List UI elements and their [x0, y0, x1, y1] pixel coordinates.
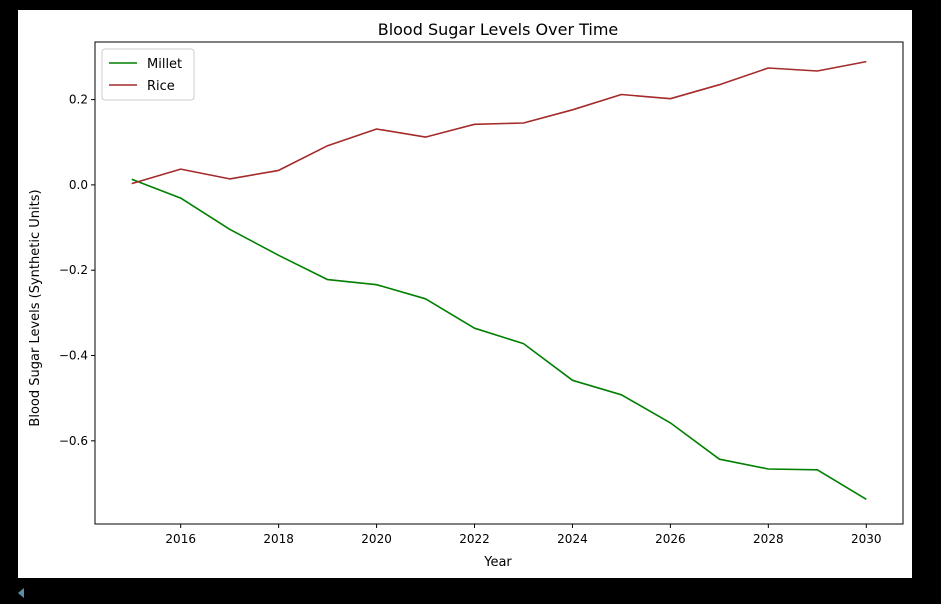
x-tick-label: 2016 — [165, 532, 196, 546]
x-tick-label: 2024 — [557, 532, 588, 546]
x-tick-label: 2028 — [753, 532, 784, 546]
y-tick-label: 0.0 — [69, 178, 88, 192]
series-line-millet — [131, 178, 867, 500]
scroll-left-arrow-icon[interactable] — [18, 588, 24, 598]
legend: Millet Rice — [101, 48, 195, 101]
x-tick-label: 2018 — [263, 532, 294, 546]
line-chart: Blood Sugar Levels Over Time 2016 2018 202… — [28, 20, 904, 570]
axis-ticks: 2016 2018 2020 2022 2024 2026 2028 2030 0.2 0.0 −0… — [59, 93, 882, 546]
series-line-rice — [131, 60, 867, 185]
plot-area — [94, 41, 904, 525]
plot-frame — [94, 41, 904, 525]
x-tick-label: 2026 — [655, 532, 686, 546]
y-tick-label: −0.6 — [59, 434, 88, 448]
y-tick-label: 0.2 — [69, 93, 88, 107]
legend-box — [101, 48, 195, 101]
y-axis-label: Blood Sugar Levels (Synthetic Units) — [28, 189, 43, 426]
legend-label-rice: Rice — [147, 79, 175, 94]
chart-title: Blood Sugar Levels Over Time — [378, 20, 619, 39]
x-tick-label: 2022 — [459, 532, 490, 546]
x-tick-label: 2020 — [361, 532, 392, 546]
x-tick-label: 2030 — [851, 532, 882, 546]
chart-figure: Blood Sugar Levels Over Time 2016 2018 202… — [18, 10, 912, 578]
y-tick-label: −0.2 — [59, 263, 88, 277]
y-tick-label: −0.4 — [59, 349, 88, 363]
x-axis-label: Year — [483, 555, 512, 570]
legend-label-millet: Millet — [147, 57, 182, 72]
